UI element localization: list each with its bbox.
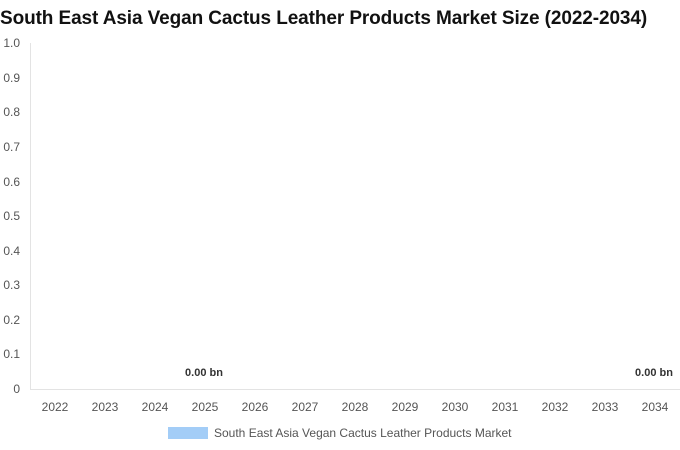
- x-tick-label: 2031: [491, 400, 519, 414]
- legend-label: South East Asia Vegan Cactus Leather Pro…: [214, 426, 512, 440]
- x-axis-line: [30, 389, 680, 390]
- x-tick-label: 2029: [391, 400, 419, 414]
- chart-title: South East Asia Vegan Cactus Leather Pro…: [0, 8, 648, 29]
- x-tick-label: 2024: [141, 400, 169, 414]
- x-tick-label: 2030: [441, 400, 469, 414]
- y-tick-label: 0.3: [3, 278, 20, 292]
- y-tick-label: 0.6: [3, 175, 20, 189]
- y-tick-label: 0.5: [3, 209, 20, 223]
- x-tick-label: 2034: [641, 400, 669, 414]
- x-tick-label: 2026: [241, 400, 269, 414]
- x-tick-label: 2033: [591, 400, 619, 414]
- y-tick-label: 1.0: [3, 36, 20, 50]
- y-axis-line: [30, 43, 31, 389]
- x-tick-label: 2027: [291, 400, 319, 414]
- data-label-2025: 0.00 bn: [185, 367, 223, 379]
- y-tick-label: 0.9: [3, 71, 20, 85]
- x-tick-label: 2025: [191, 400, 219, 414]
- legend-swatch: [168, 427, 208, 439]
- y-tick-label: 0.8: [3, 105, 20, 119]
- x-tick-label: 2028: [341, 400, 369, 414]
- x-tick-label: 2022: [41, 400, 69, 414]
- y-tick-label: 0.2: [3, 313, 20, 327]
- x-tick-label: 2032: [541, 400, 569, 414]
- data-label-2034: 0.00 bn: [635, 367, 673, 379]
- legend[interactable]: South East Asia Vegan Cactus Leather Pro…: [168, 426, 512, 440]
- y-tick-label: 0.4: [3, 244, 20, 258]
- y-tick-label: 0: [13, 382, 20, 396]
- x-tick-label: 2023: [91, 400, 119, 414]
- y-tick-label: 0.7: [3, 140, 20, 154]
- y-tick-label: 0.1: [3, 347, 20, 361]
